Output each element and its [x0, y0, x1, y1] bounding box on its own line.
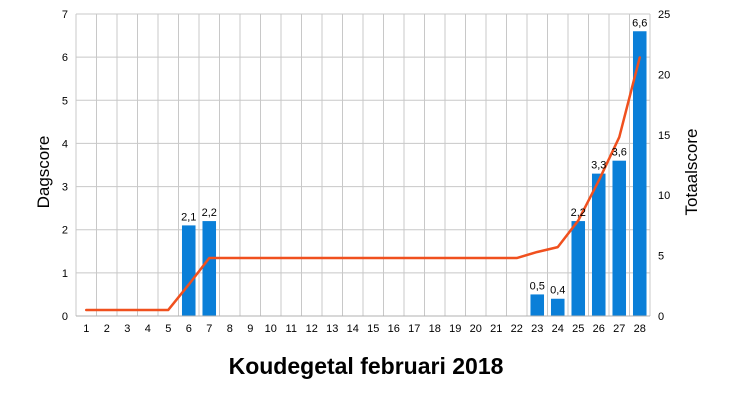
data-label: 0,4 [550, 285, 565, 297]
bar [591, 173, 606, 316]
x-tick-label: 6 [186, 323, 192, 335]
x-tick-label: 18 [429, 323, 441, 335]
x-tick-label: 21 [490, 323, 502, 335]
x-tick-label: 22 [511, 323, 523, 335]
x-tick-label: 2 [104, 323, 110, 335]
x-tick-label: 11 [286, 323, 297, 335]
y2-axis-title: Totaalscore [682, 129, 701, 216]
x-tick-label: 8 [227, 323, 233, 335]
line-series [85, 56, 641, 312]
x-tick-label: 3 [124, 323, 130, 335]
data-label: 2,1 [181, 211, 196, 223]
y2-tick-label: 20 [658, 69, 670, 81]
bar [612, 160, 627, 316]
bar [202, 221, 217, 316]
bar-series [181, 31, 647, 317]
x-tick-label: 28 [634, 323, 646, 335]
y-tick-label: 2 [62, 225, 68, 237]
data-labels: 2,1 2,2 0,5 0,4 2,2 3,3 3,6 6,6 [181, 17, 647, 296]
x-tick-label: 20 [470, 323, 482, 335]
bar [571, 221, 586, 316]
y-axis-title: Dagscore [34, 136, 53, 209]
x-tick-label: 12 [306, 323, 318, 335]
x-tick-label: 27 [613, 323, 625, 335]
data-label: 6,6 [632, 17, 647, 29]
data-label: 0,5 [530, 280, 545, 292]
y-tick-label: 7 [62, 9, 68, 21]
x-tick-label: 7 [206, 323, 212, 335]
x-tick-label: 26 [593, 323, 605, 335]
bar [530, 294, 545, 316]
x-tick-label: 9 [247, 323, 253, 335]
x-tick-label: 4 [145, 323, 151, 335]
x-tick-label: 16 [388, 323, 400, 335]
x-tick-label: 1 [83, 323, 89, 335]
y-tick-label: 1 [62, 268, 68, 280]
y-tick-label: 5 [62, 95, 68, 107]
y2-tick-label: 25 [658, 9, 670, 21]
y-tick-label: 0 [62, 311, 68, 323]
x-tick-label: 13 [326, 323, 338, 335]
x-tick-label: 15 [367, 323, 379, 335]
data-label: 2,2 [202, 207, 217, 219]
y2-tick-label: 0 [658, 311, 664, 323]
x-tick-label: 24 [552, 323, 564, 335]
y2-tick-label: 5 [658, 251, 664, 263]
y-tick-label: 4 [62, 138, 68, 150]
data-label: 3,6 [612, 147, 627, 159]
totaalscore-line [85, 56, 641, 312]
x-tick-label: 17 [408, 323, 420, 335]
bar [632, 31, 647, 317]
x-tick-label: 19 [449, 323, 461, 335]
y2-tick-label: 10 [658, 190, 670, 202]
grid [75, 13, 651, 317]
bar [550, 298, 565, 316]
data-label: 2,2 [571, 207, 586, 219]
x-tick-label: 5 [165, 323, 171, 335]
x-tick-label: 14 [347, 323, 359, 335]
bar [181, 225, 196, 316]
y2-tick-label: 15 [658, 130, 670, 142]
x-tick-label: 10 [265, 323, 277, 335]
data-label: 3,3 [591, 160, 606, 172]
x-tick-label: 23 [531, 323, 543, 335]
chart-title: Koudegetal februari 2018 [229, 353, 504, 379]
y-tick-label: 3 [62, 182, 68, 194]
y-tick-label: 6 [62, 52, 68, 64]
x-tick-label: 25 [572, 323, 584, 335]
